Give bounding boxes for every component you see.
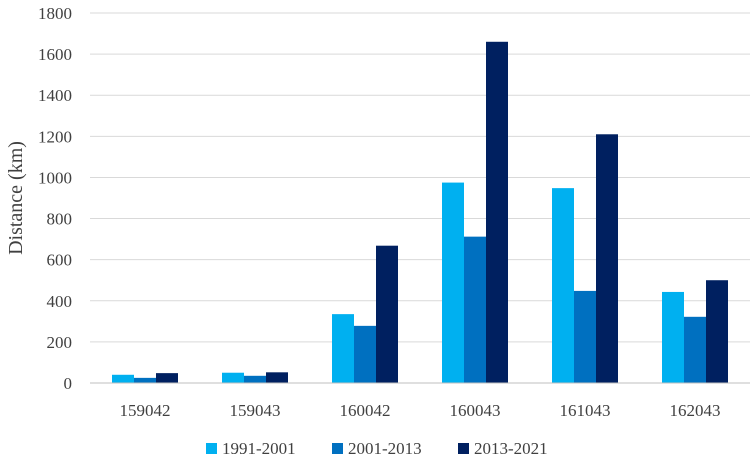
x-tick-label: 160042 bbox=[340, 401, 391, 420]
y-tick-label: 400 bbox=[47, 292, 73, 311]
x-tick-label: 162043 bbox=[670, 401, 721, 420]
y-axis-ticks: 0 200 400 600 800 1000 1200 1400 1600 1800 bbox=[38, 4, 72, 393]
bar-1991-2001-160042 bbox=[332, 314, 354, 383]
bar-2013-2021-160042 bbox=[376, 245, 398, 383]
y-tick-label: 1200 bbox=[38, 127, 72, 146]
legend-label: 2013-2021 bbox=[474, 439, 548, 458]
legend-label: 1991-2001 bbox=[222, 439, 296, 458]
bar-1991-2001-159043 bbox=[222, 372, 244, 383]
bar-2013-2021-159043 bbox=[266, 372, 288, 383]
y-tick-label: 1400 bbox=[38, 86, 72, 105]
y-axis-label: Distance (km) bbox=[5, 141, 27, 255]
x-tick-label: 159043 bbox=[230, 401, 281, 420]
bar-2013-2021-161043 bbox=[596, 134, 618, 383]
bar-2001-2013-159042 bbox=[134, 377, 156, 383]
bar-2001-2013-161043 bbox=[574, 290, 596, 383]
bar-1991-2001-162043 bbox=[662, 291, 684, 383]
y-tick-label: 800 bbox=[47, 210, 73, 229]
bar-1991-2001-159042 bbox=[112, 374, 134, 383]
bar-2013-2021-160043 bbox=[486, 41, 508, 384]
bar-2013-2021-159042 bbox=[156, 373, 178, 383]
y-tick-label: 0 bbox=[64, 374, 73, 393]
bar-2001-2013-162043 bbox=[684, 316, 706, 383]
bar-1991-2001-161043 bbox=[552, 188, 574, 383]
x-tick-label: 160043 bbox=[450, 401, 501, 420]
bars bbox=[112, 41, 728, 384]
bar-2013-2021-162043 bbox=[706, 280, 728, 383]
y-tick-label: 1800 bbox=[38, 4, 72, 23]
bar-1991-2001-160043 bbox=[442, 182, 464, 383]
x-tick-label: 161043 bbox=[560, 401, 611, 420]
x-axis-ticks: 159042 159043 160042 160043 161043 162043 bbox=[120, 401, 721, 420]
legend-swatch bbox=[458, 443, 469, 454]
y-tick-label: 600 bbox=[47, 251, 73, 270]
gridlines bbox=[90, 12, 750, 343]
legend: 1991-2001 2001-2013 2013-2021 bbox=[206, 439, 548, 458]
legend-swatch bbox=[206, 443, 217, 454]
y-tick-label: 1600 bbox=[38, 45, 72, 64]
y-tick-label: 200 bbox=[47, 333, 73, 352]
x-tick-label: 159042 bbox=[120, 401, 171, 420]
bar-2001-2013-160043 bbox=[464, 236, 486, 383]
y-tick-label: 1000 bbox=[38, 168, 72, 187]
bar-2001-2013-159043 bbox=[244, 375, 266, 383]
legend-swatch bbox=[332, 443, 343, 454]
legend-label: 2001-2013 bbox=[348, 439, 422, 458]
bar-2001-2013-160042 bbox=[354, 325, 376, 383]
